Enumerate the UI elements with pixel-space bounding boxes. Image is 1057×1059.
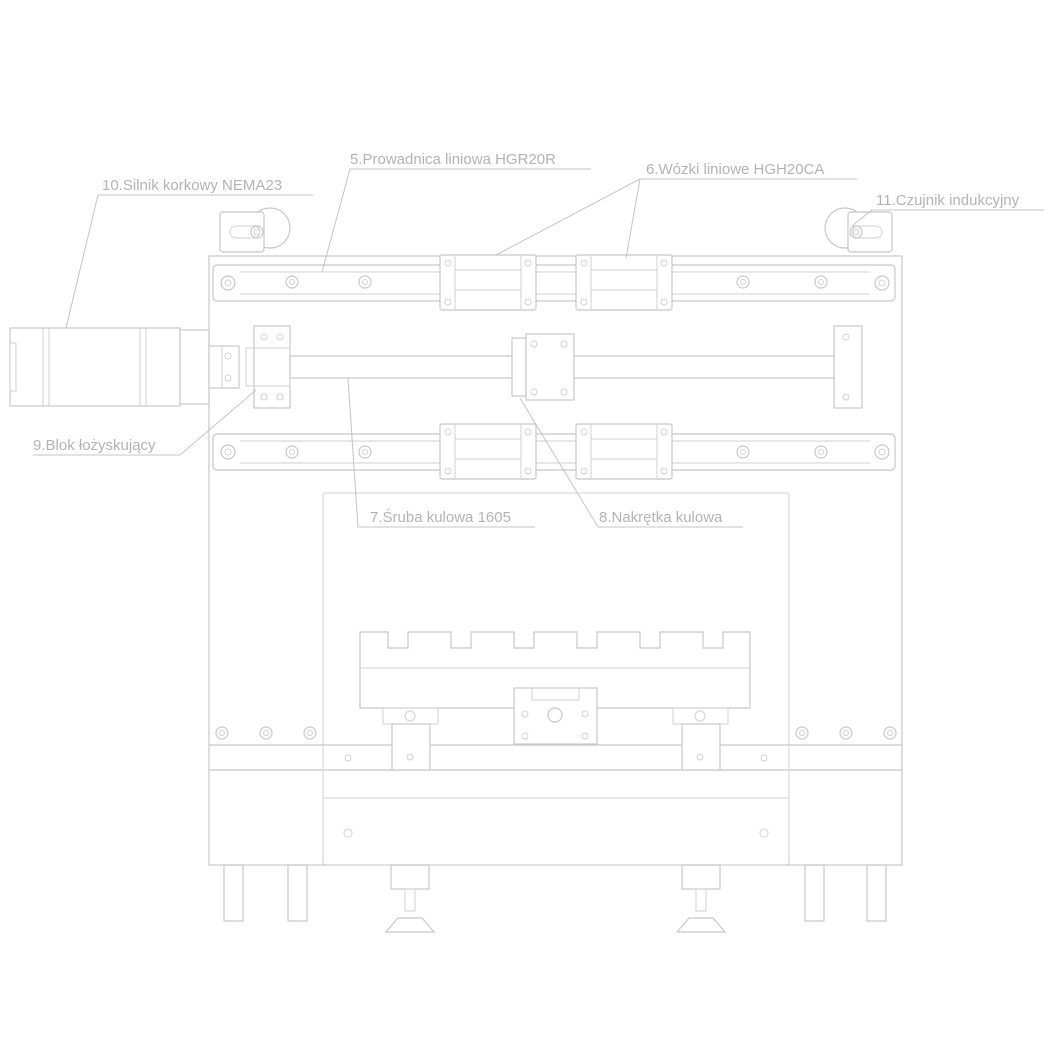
right-clamp [672,707,729,771]
coupling [208,345,240,389]
label-motor: 10.Silnik korkowy NEMA23 [102,177,283,194]
label-bearing-block: 9.Blok łożyskujący [33,437,156,454]
label-sensor: 11.Czujnik indukcyjny [876,192,1020,209]
leveling-foot-right [675,864,727,933]
left-inductive-sensor [219,207,291,253]
bearing-block-left [245,325,291,409]
bottom-carriage-right [575,423,673,480]
top-carriage-left [439,254,537,311]
label-ball-screw: 7.Śruba kulowa 1605 [370,509,511,526]
frame-bolts [215,726,897,838]
leader-lines [33,168,1044,528]
top-carriage-right [575,254,673,311]
label-ball-nut: 8.Nakrętka kulowa [599,509,723,526]
bottom-carriage-left [439,423,537,480]
top-rail-bolts [285,275,828,289]
frame-legs [223,864,887,922]
top-linear-rail [212,264,896,302]
ball-nut [511,333,575,401]
bottom-linear-rail [212,433,896,471]
stepper-motor [9,327,210,407]
main-frame [208,255,903,866]
right-inductive-sensor [824,207,893,253]
bearing-block-right [833,325,863,409]
comb-fixture [359,631,751,745]
label-carriages: 6.Wózki liniowe HGH20CA [646,161,825,178]
label-rail: 5.Prowadnica liniowa HGR20R [350,151,556,168]
leveling-foot-left [384,864,436,933]
left-clamp [382,707,439,771]
